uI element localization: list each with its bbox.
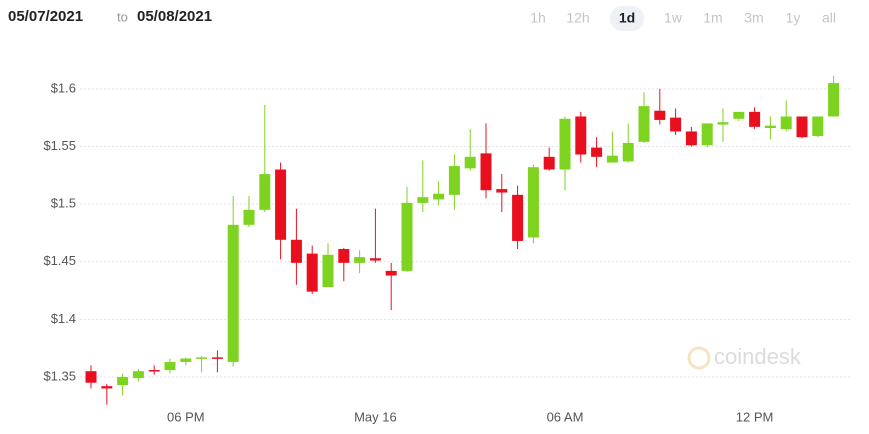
candle-body xyxy=(591,147,603,157)
candle-body xyxy=(796,116,808,138)
x-tick-label: May 16 xyxy=(354,409,397,424)
candle-body xyxy=(543,156,555,170)
candle-body xyxy=(322,254,334,288)
candle-body xyxy=(701,123,713,146)
x-tick-label: 06 AM xyxy=(547,409,584,424)
candle-body xyxy=(180,358,192,362)
candle-body xyxy=(85,371,97,383)
candle-body xyxy=(464,156,476,169)
candle-body xyxy=(385,270,397,276)
candle-body xyxy=(670,117,682,132)
range-button-bg xyxy=(610,6,644,31)
candle-body xyxy=(354,257,366,263)
candle-body xyxy=(575,116,587,155)
candle-body xyxy=(527,167,539,238)
candle-body xyxy=(448,166,460,195)
candle-body xyxy=(227,224,239,362)
candle-body xyxy=(559,118,571,170)
y-tick-label: $1.35 xyxy=(43,368,76,383)
candle-body xyxy=(196,357,208,359)
y-tick-label: $1.6 xyxy=(51,80,76,95)
watermark-logo xyxy=(687,346,711,370)
candle-body xyxy=(717,122,729,125)
x-tick-label: 06 PM xyxy=(167,409,205,424)
candle-body xyxy=(132,371,144,379)
candle-body xyxy=(685,131,697,146)
candle-body xyxy=(764,125,776,128)
date-to: 05/08/2021 xyxy=(137,8,212,25)
range-button[interactable]: 1m xyxy=(703,10,722,26)
candle-body xyxy=(733,111,745,119)
y-tick-label: $1.55 xyxy=(43,138,76,153)
candle-body xyxy=(290,239,302,263)
candle-body xyxy=(211,357,223,359)
date-separator: to xyxy=(117,9,128,24)
date-from: 05/07/2021 xyxy=(8,8,83,25)
candle-body xyxy=(828,83,840,117)
y-tick-label: $1.4 xyxy=(51,311,76,326)
candle-body xyxy=(749,111,761,127)
candle-body xyxy=(117,376,129,386)
candle-body xyxy=(780,116,792,130)
candle-body xyxy=(480,153,492,191)
candle-body xyxy=(275,169,287,240)
candle-body xyxy=(638,106,650,142)
candle-body xyxy=(243,209,255,225)
candle-body xyxy=(417,197,429,203)
candle-body xyxy=(164,361,176,371)
candle-body xyxy=(654,110,666,120)
y-tick-label: $1.5 xyxy=(51,196,76,211)
range-button[interactable]: 1h xyxy=(530,10,546,26)
candle-body xyxy=(338,249,350,263)
candle-body xyxy=(148,370,160,372)
range-button[interactable]: 1d xyxy=(619,10,635,26)
watermark-text: coindesk xyxy=(714,344,802,369)
y-tick-label: $1.45 xyxy=(43,253,76,268)
candle-body xyxy=(433,193,445,200)
candle-body xyxy=(306,253,318,292)
candle-body xyxy=(812,116,824,137)
candle-body xyxy=(622,142,634,162)
candle-body xyxy=(259,174,271,210)
candle-body xyxy=(496,189,508,193)
candle-body xyxy=(606,155,618,163)
range-button[interactable]: 1w xyxy=(664,10,683,26)
x-tick-label: 12 PM xyxy=(736,409,774,424)
candle-body xyxy=(369,258,381,261)
watermark: coindesk xyxy=(687,344,802,370)
range-button[interactable]: 12h xyxy=(566,10,589,26)
candle-body xyxy=(512,194,524,241)
candle-body xyxy=(101,386,113,389)
range-button[interactable]: all xyxy=(822,10,836,26)
range-button[interactable]: 1y xyxy=(786,10,801,26)
range-button[interactable]: 3m xyxy=(744,10,763,26)
candle-body xyxy=(401,202,413,271)
